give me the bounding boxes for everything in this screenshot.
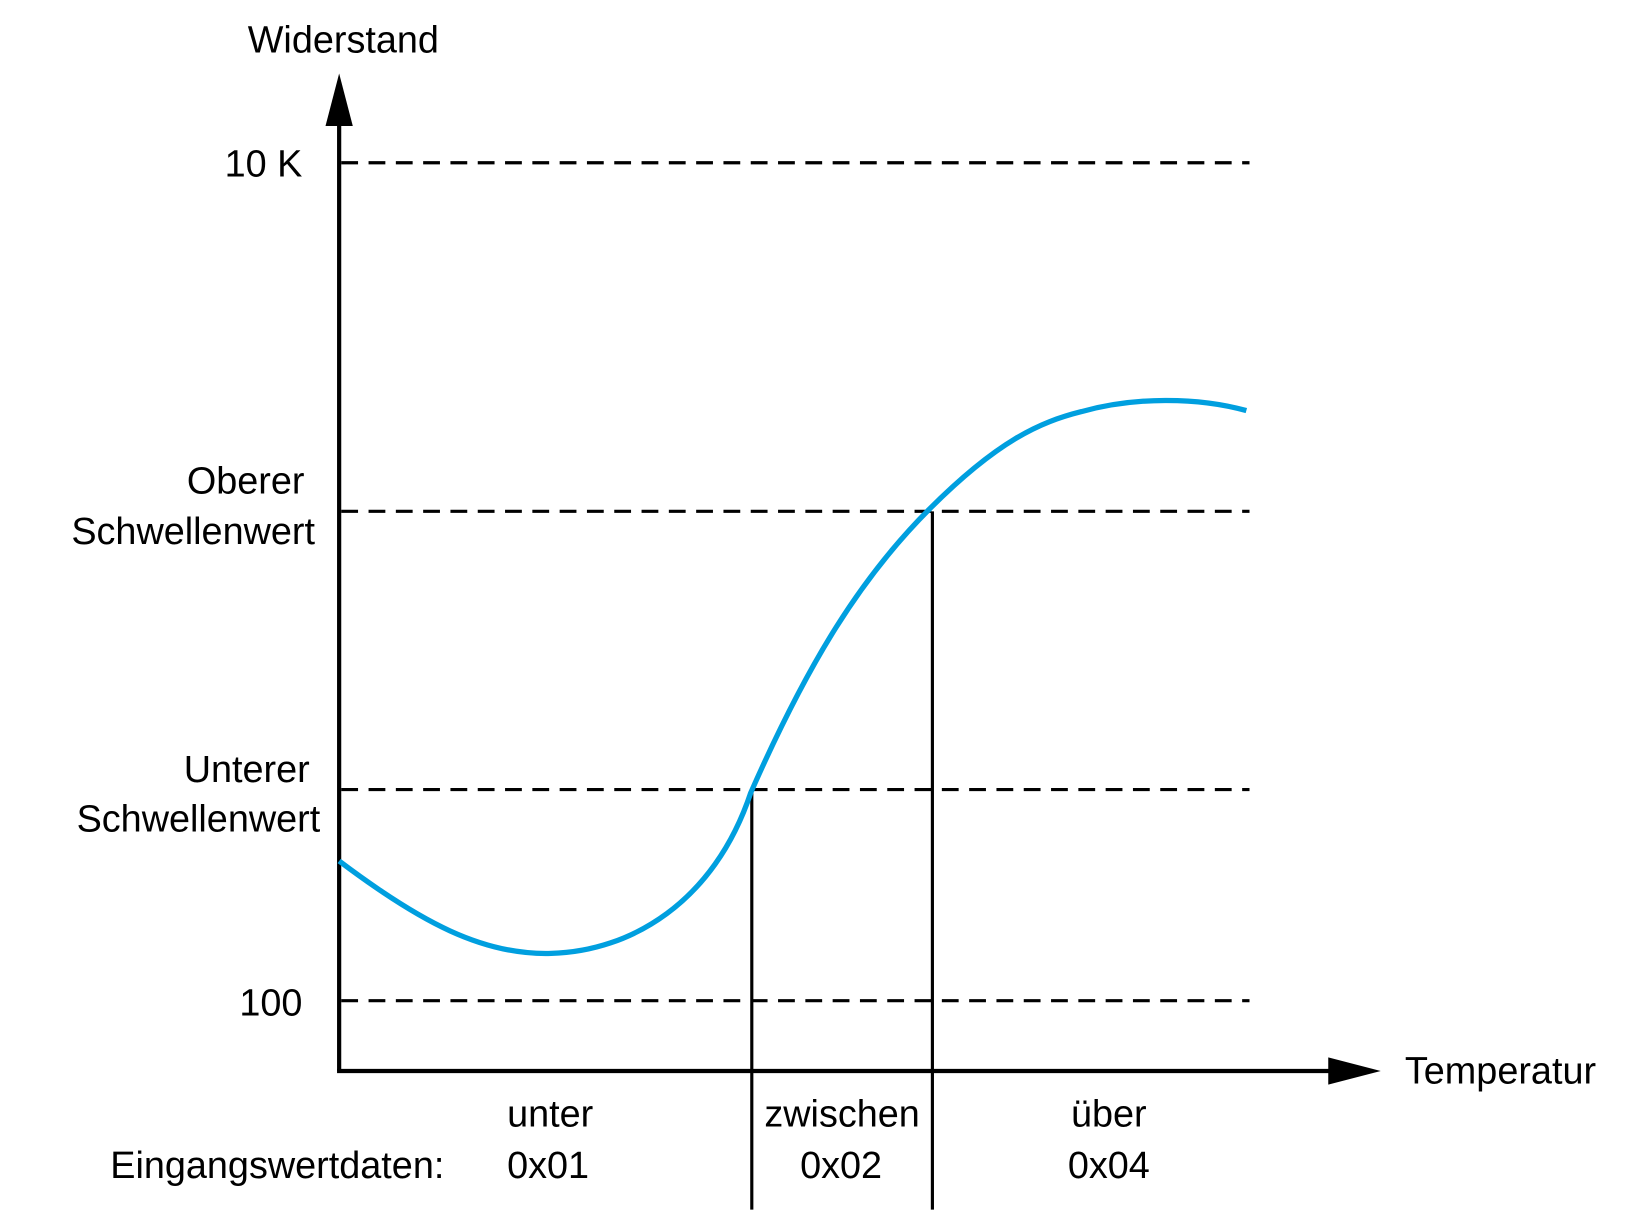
upper-threshold-label-line1: Oberer: [187, 461, 305, 503]
region-name-below: unter: [507, 1094, 593, 1136]
x-axis-label: Temperatur: [1405, 1051, 1596, 1093]
region-value-above: 0x04: [1068, 1145, 1150, 1187]
region-value-between: 0x02: [800, 1145, 882, 1187]
region-value-below: 0x01: [507, 1145, 589, 1187]
y-axis-arrow-icon: [325, 73, 353, 126]
x-axis-arrow-icon: [1328, 1057, 1381, 1085]
tick-label-10k: 10 K: [225, 143, 303, 185]
tick-label-100: 100: [239, 982, 302, 1024]
lower-threshold-label-line2: Schwellenwert: [77, 799, 321, 841]
region-name-above: über: [1071, 1094, 1147, 1136]
region-name-between: zwischen: [764, 1094, 919, 1136]
y-axis-label: Widerstand: [248, 19, 439, 61]
input-data-label: Eingangswertdaten:: [110, 1145, 444, 1187]
upper-threshold-label-line2: Schwellenwert: [71, 511, 315, 553]
resistance-curve: [337, 397, 1248, 957]
lower-threshold-label-line1: Unterer: [184, 749, 310, 791]
